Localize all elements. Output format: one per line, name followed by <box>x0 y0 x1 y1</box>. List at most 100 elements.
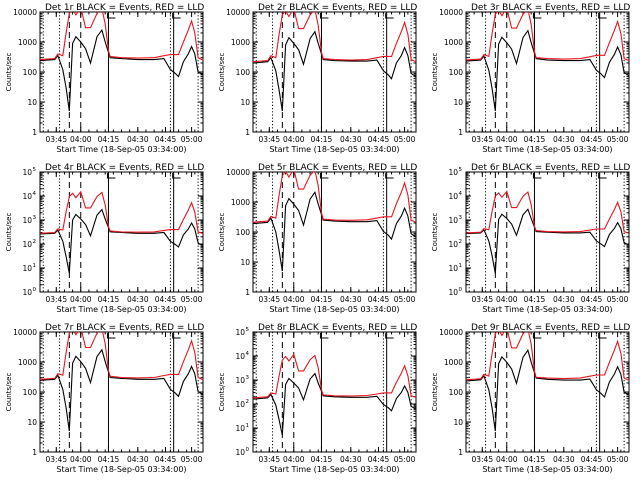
x-tick-label: 05:00 <box>607 295 629 304</box>
y-axis-label: Counts/sec <box>218 53 226 92</box>
x-axis-label: Start Time (18-Sep-05 03:34:00) <box>56 465 186 474</box>
panel-det-7: Det 7r BLACK = Events, RED = LLD 1 10 100 10… <box>5 323 204 474</box>
x-tick-label: 04:15 <box>311 295 333 304</box>
y-tick-label: 10000 <box>13 328 37 337</box>
y-tick-exponent: 5 <box>33 167 37 173</box>
x-tick-label: 03:45 <box>258 295 280 304</box>
y-tick-label: 1000 <box>18 38 37 47</box>
x-tick-label: 04:45 <box>368 455 390 464</box>
y-tick-label: 1000 <box>231 38 250 47</box>
x-tick-label: 04:15 <box>524 295 546 304</box>
interval-bracket <box>598 173 607 179</box>
y-tick-label: 10 <box>448 168 458 177</box>
x-tick-label: 04:00 <box>496 295 518 304</box>
x-tick-label: 05:00 <box>181 135 203 144</box>
y-tick-label: 10 <box>22 192 32 201</box>
chart-title: Det 8r BLACK = Events, RED = LLD <box>258 323 417 333</box>
interval-bracket <box>106 173 116 179</box>
series-lld-line <box>253 172 416 223</box>
y-tick-label: 10 <box>448 240 458 249</box>
series-lld-line <box>40 12 203 61</box>
x-axis-label: Start Time (18-Sep-05 03:34:00) <box>269 145 399 154</box>
interval-bracket <box>172 173 181 179</box>
chart-title: Det 4r BLACK = Events, RED = LLD <box>45 163 204 173</box>
panel-det-2: Det 2r BLACK = Events, RED = LLD 1 10 100 10… <box>218 3 417 154</box>
y-tick-exponent: 1 <box>246 423 250 429</box>
interval-bracket <box>598 333 607 339</box>
x-tick-label: 04:30 <box>553 455 575 464</box>
x-tick-label: 03:45 <box>45 135 67 144</box>
x-tick-label: 03:45 <box>258 135 280 144</box>
y-axis-label: Counts/sec <box>5 213 13 252</box>
x-tick-label: 03:45 <box>258 455 280 464</box>
y-tick-label: 10 <box>448 288 458 297</box>
y-tick-label: 100 <box>236 228 251 237</box>
plot-frame <box>252 171 417 293</box>
series-lld-line <box>253 12 416 63</box>
series-lld-line <box>466 12 629 62</box>
y-tick-label: 1000 <box>18 358 37 367</box>
y-axis-label: Counts/sec <box>5 373 13 412</box>
series-lld-line <box>466 332 629 381</box>
y-tick-label: 10000 <box>439 8 463 17</box>
x-tick-label: 04:30 <box>553 295 575 304</box>
y-tick-exponent: 3 <box>33 215 37 221</box>
x-tick-label: 05:00 <box>607 135 629 144</box>
y-tick-exponent: 2 <box>33 239 37 245</box>
x-tick-label: 04:30 <box>553 135 575 144</box>
x-tick-label: 04:00 <box>283 455 305 464</box>
y-tick-label: 1 <box>458 448 463 457</box>
x-tick-label: 04:15 <box>524 455 546 464</box>
y-tick-exponent: 1 <box>459 263 463 269</box>
interval-bracket <box>598 13 607 19</box>
plot-frame <box>39 11 204 133</box>
interval-bracket <box>172 333 181 339</box>
x-tick-label: 04:45 <box>368 135 390 144</box>
y-tick-label: 100 <box>23 68 38 77</box>
y-tick-label: 100 <box>449 68 464 77</box>
interval-bracket <box>172 13 181 19</box>
y-tick-label: 1000 <box>444 358 463 367</box>
panel-det-5: Det 5r BLACK = Events, RED = LLD 1 10 100 10… <box>218 163 417 314</box>
x-tick-label: 03:45 <box>471 295 493 304</box>
interval-bracket <box>532 173 542 179</box>
y-tick-exponent: 4 <box>33 191 37 197</box>
y-axis-label: Counts/sec <box>431 53 439 92</box>
y-tick-label: 10 <box>448 192 458 201</box>
x-tick-label: 03:45 <box>471 455 493 464</box>
x-tick-label: 04:00 <box>70 295 92 304</box>
y-tick-label: 10000 <box>226 8 250 17</box>
x-tick-label: 03:45 <box>45 295 67 304</box>
x-tick-label: 04:15 <box>311 455 333 464</box>
y-tick-label: 10 <box>22 264 32 273</box>
chart-title: Det 6r BLACK = Events, RED = LLD <box>471 163 630 173</box>
interval-bracket <box>319 333 329 339</box>
y-tick-exponent: 2 <box>246 399 250 405</box>
y-tick-exponent: 4 <box>459 191 463 197</box>
chart-title: Det 7r BLACK = Events, RED = LLD <box>45 323 204 333</box>
chart-title: Det 2r BLACK = Events, RED = LLD <box>258 3 417 13</box>
x-tick-label: 04:00 <box>70 135 92 144</box>
interval-bracket <box>319 13 329 19</box>
y-tick-exponent: 0 <box>33 287 37 293</box>
series-lld-line <box>40 332 203 381</box>
y-tick-label: 10 <box>22 288 32 297</box>
y-tick-exponent: 0 <box>246 447 250 453</box>
x-tick-label: 04:15 <box>98 295 120 304</box>
chart-title: Det 5r BLACK = Events, RED = LLD <box>258 163 417 173</box>
plot-frame <box>465 11 630 133</box>
x-tick-label: 04:15 <box>524 135 546 144</box>
y-tick-label: 10000 <box>439 328 463 337</box>
y-axis-label: Counts/sec <box>431 373 439 412</box>
y-tick-exponent: 3 <box>246 375 250 381</box>
y-tick-label: 100 <box>449 388 464 397</box>
x-tick-label: 04:30 <box>340 135 362 144</box>
y-tick-label: 10 <box>27 418 37 427</box>
y-tick-exponent: 3 <box>459 215 463 221</box>
x-tick-label: 03:45 <box>45 455 67 464</box>
interval-bracket <box>532 333 542 339</box>
y-tick-label: 100 <box>236 68 251 77</box>
chart-title: Det 1r BLACK = Events, RED = LLD <box>45 3 204 13</box>
